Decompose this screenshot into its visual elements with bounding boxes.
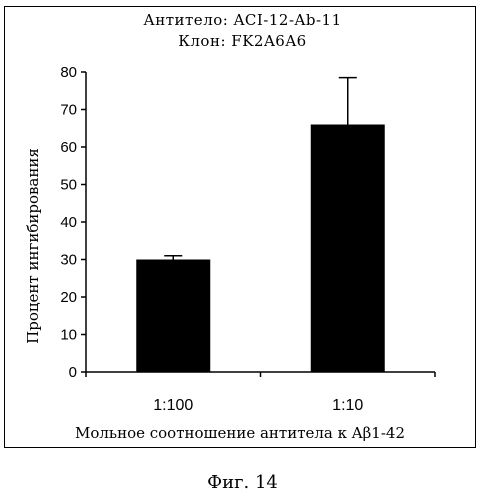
y-tick-label: 10 — [60, 327, 77, 344]
bar-1:100 — [136, 260, 210, 373]
y-tick-label: 50 — [60, 177, 77, 194]
y-tick-label: 30 — [60, 252, 77, 269]
y-tick-label: 20 — [60, 289, 77, 306]
y-tick-label: 40 — [60, 214, 77, 231]
category-label: 1:10 — [332, 397, 363, 414]
figure-caption: Фиг. 14 — [0, 472, 485, 493]
bar-1:10 — [311, 125, 385, 373]
y-tick-label: 60 — [60, 139, 77, 156]
category-label: 1:100 — [153, 397, 193, 414]
y-tick-label: 0 — [69, 364, 77, 381]
y-tick-label: 80 — [60, 64, 77, 81]
y-tick-label: 70 — [60, 102, 77, 119]
